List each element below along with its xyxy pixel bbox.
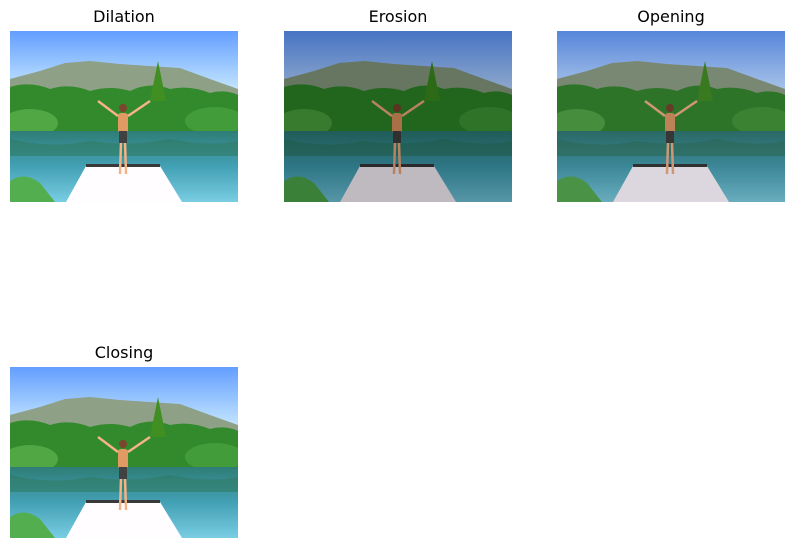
panel-title: Opening [637, 7, 705, 26]
grass [10, 176, 55, 202]
dock-edge [360, 164, 434, 167]
grass [10, 512, 55, 538]
panel-title: Closing [94, 343, 154, 362]
grass [284, 176, 329, 202]
bush [732, 107, 785, 135]
tree [424, 61, 440, 101]
person [97, 99, 151, 175]
tree [697, 61, 713, 101]
bush [459, 107, 512, 135]
dock [613, 166, 729, 202]
bush [557, 109, 605, 137]
dock-edge [86, 164, 160, 167]
dock-edge [86, 500, 160, 503]
dock-edge [633, 164, 707, 167]
lake-photo-closing [10, 367, 238, 538]
panel-title: Dilation [93, 7, 155, 26]
lake-photo-opening [557, 31, 785, 202]
bush [10, 445, 58, 473]
lake-photo-erosion [284, 31, 512, 202]
dock [66, 166, 182, 202]
dock [66, 502, 182, 538]
lake-photo-dilation [10, 31, 238, 202]
person [97, 435, 151, 511]
dock [340, 166, 456, 202]
panel-title: Erosion [368, 7, 428, 26]
tree [150, 397, 166, 437]
bush [284, 109, 332, 137]
bush [185, 443, 238, 471]
bush [185, 107, 238, 135]
tree [150, 61, 166, 101]
grass [557, 176, 602, 202]
person [371, 99, 425, 175]
person [644, 99, 698, 175]
bush [10, 109, 58, 137]
